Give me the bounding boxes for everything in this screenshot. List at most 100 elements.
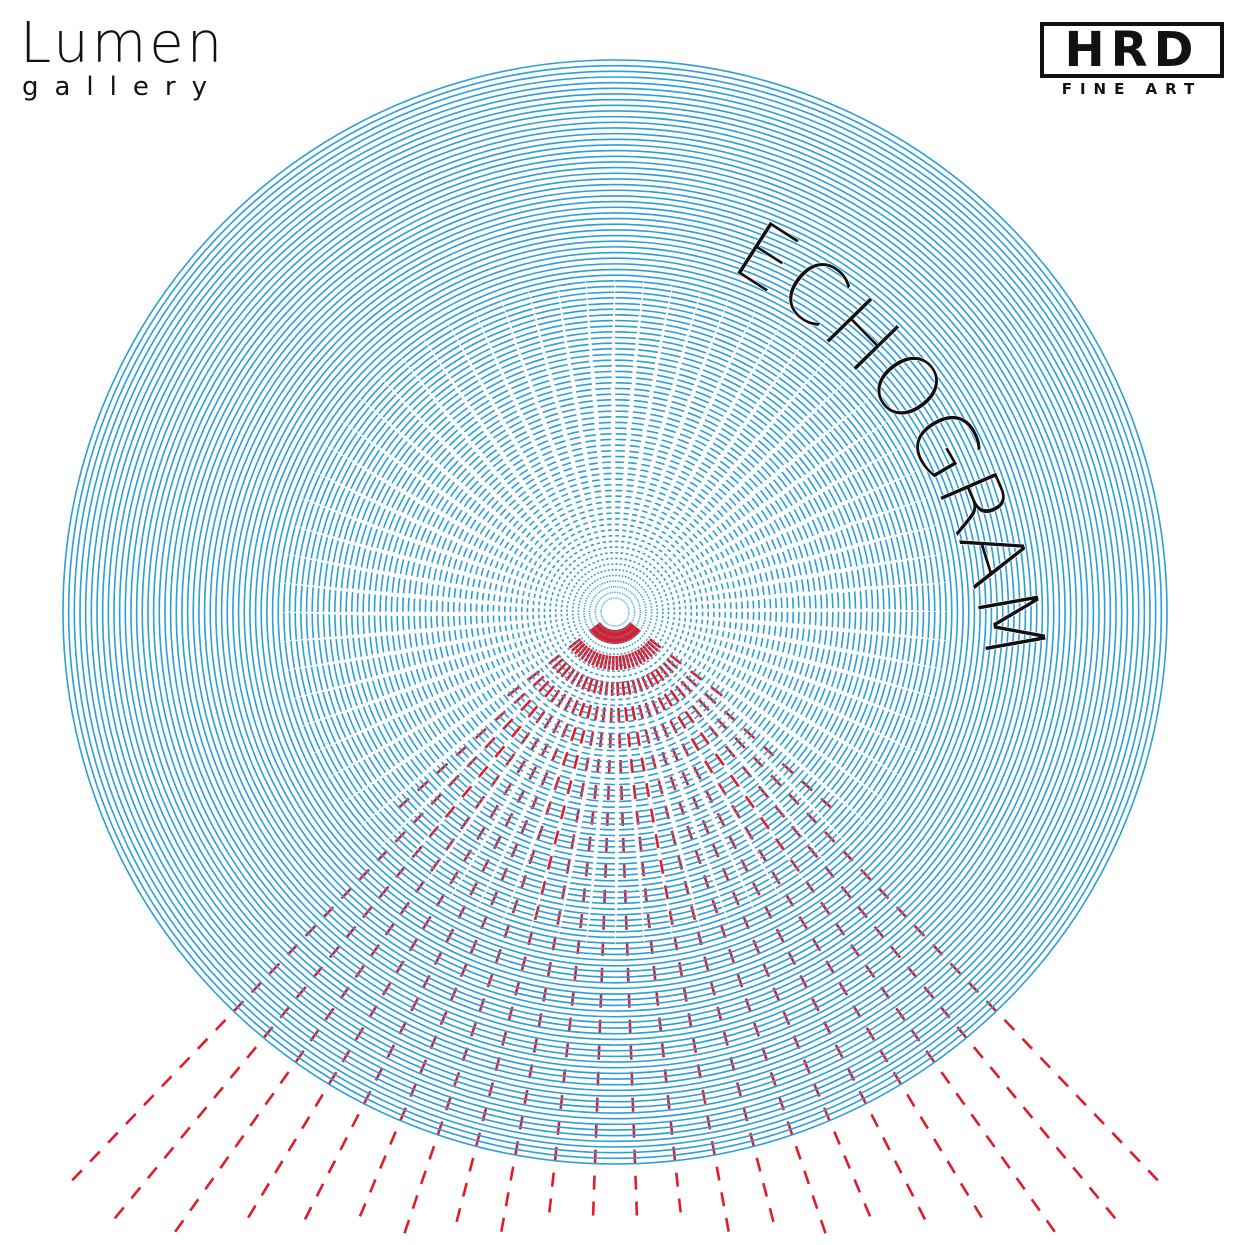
red-dash [913, 924, 926, 937]
red-dash [624, 915, 628, 930]
red-dash [668, 910, 674, 926]
red-dash [536, 825, 544, 840]
red-dash [573, 642, 586, 655]
red-dash [560, 665, 572, 678]
blue-ring [452, 449, 778, 775]
red-dash [882, 1136, 891, 1151]
red-dash [923, 986, 935, 999]
red-dash [703, 956, 710, 971]
red-dash [1111, 1131, 1123, 1144]
red-dash [807, 845, 819, 859]
red-dash [701, 819, 710, 834]
red-dash [593, 625, 605, 638]
red-dash [264, 1092, 275, 1106]
red-dash [448, 774, 460, 787]
blue-ring [447, 444, 783, 780]
red-dash [617, 707, 621, 722]
red-dash [649, 808, 655, 823]
red-dash [752, 939, 761, 954]
red-dash [593, 784, 598, 800]
red-dash [568, 638, 582, 649]
lumen-logo-subtitle: gallery [22, 72, 223, 102]
red-dash [444, 805, 456, 819]
red-dash [608, 733, 612, 748]
red-dash [893, 1160, 903, 1174]
red-dash [734, 736, 746, 749]
red-dash [932, 1138, 943, 1152]
red-dash [654, 668, 665, 682]
red-dash [428, 1145, 436, 1160]
red-dash [495, 948, 502, 963]
hrd-logo-subtitle: FINE ART [1061, 80, 1203, 98]
red-dash [546, 855, 553, 870]
red-dash [1055, 1146, 1067, 1160]
blue-ring [113, 110, 1117, 1114]
blue-ring [158, 155, 1072, 1069]
red-dash [859, 868, 872, 881]
red-dash [592, 1175, 596, 1190]
blue-ring [84, 81, 1146, 1143]
red-dash [802, 1059, 811, 1074]
red-dash [1057, 1075, 1070, 1088]
red-dash [324, 1007, 335, 1021]
red-dash [489, 804, 500, 818]
red-dash [677, 1198, 682, 1213]
red-dash [573, 965, 578, 980]
blue-ring [588, 585, 642, 639]
red-dash [618, 733, 622, 748]
red-dash [1005, 1086, 1017, 1099]
red-dash [358, 868, 371, 881]
red-dash [669, 720, 678, 734]
blue-ring [401, 398, 829, 826]
red-dash [626, 680, 632, 695]
red-dash [635, 731, 641, 747]
red-dash [919, 1116, 930, 1130]
red-dash [782, 1011, 791, 1026]
blue-ring [79, 76, 1151, 1148]
blue-ring [390, 387, 840, 837]
red-dash [824, 831, 836, 843]
red-dash [714, 753, 725, 767]
red-dash [692, 1038, 698, 1053]
red-dash [770, 774, 782, 787]
red-dash [533, 905, 540, 921]
red-dash [615, 655, 619, 671]
red-dash [724, 1217, 730, 1232]
red-dash [570, 834, 576, 849]
red-dash [528, 766, 538, 780]
blue-ring [192, 189, 1038, 1035]
red-dash [607, 655, 612, 670]
red-dash [146, 1166, 158, 1180]
red-dash [811, 998, 820, 1012]
red-dash [659, 859, 665, 874]
red-dash [1003, 1018, 1016, 1031]
red-dash [71, 1169, 83, 1182]
red-dash [638, 836, 643, 851]
red-dash [735, 1082, 742, 1097]
red-dash [940, 1071, 951, 1085]
red-dash [684, 710, 695, 724]
red-dash [890, 945, 902, 959]
blue-ring [237, 234, 993, 990]
blue-ring [566, 563, 664, 661]
red-dash [510, 725, 522, 738]
red-dash [722, 1031, 729, 1046]
red-dash [586, 704, 593, 719]
red-dash [1147, 1169, 1159, 1182]
red-dash [1088, 1186, 1100, 1200]
red-dash [445, 928, 455, 943]
red-dash [686, 825, 694, 840]
red-dash [646, 640, 659, 652]
red-dash [113, 1206, 125, 1220]
red-dash [570, 727, 578, 742]
red-dash [428, 825, 440, 839]
blue-ring [334, 331, 896, 893]
red-dash [587, 650, 597, 665]
blue-ring [62, 59, 1168, 1165]
red-dash [621, 655, 627, 670]
red-dash [1030, 1198, 1041, 1212]
red-dash [632, 784, 637, 800]
blue-ring [311, 308, 919, 916]
red-dash [675, 685, 687, 698]
